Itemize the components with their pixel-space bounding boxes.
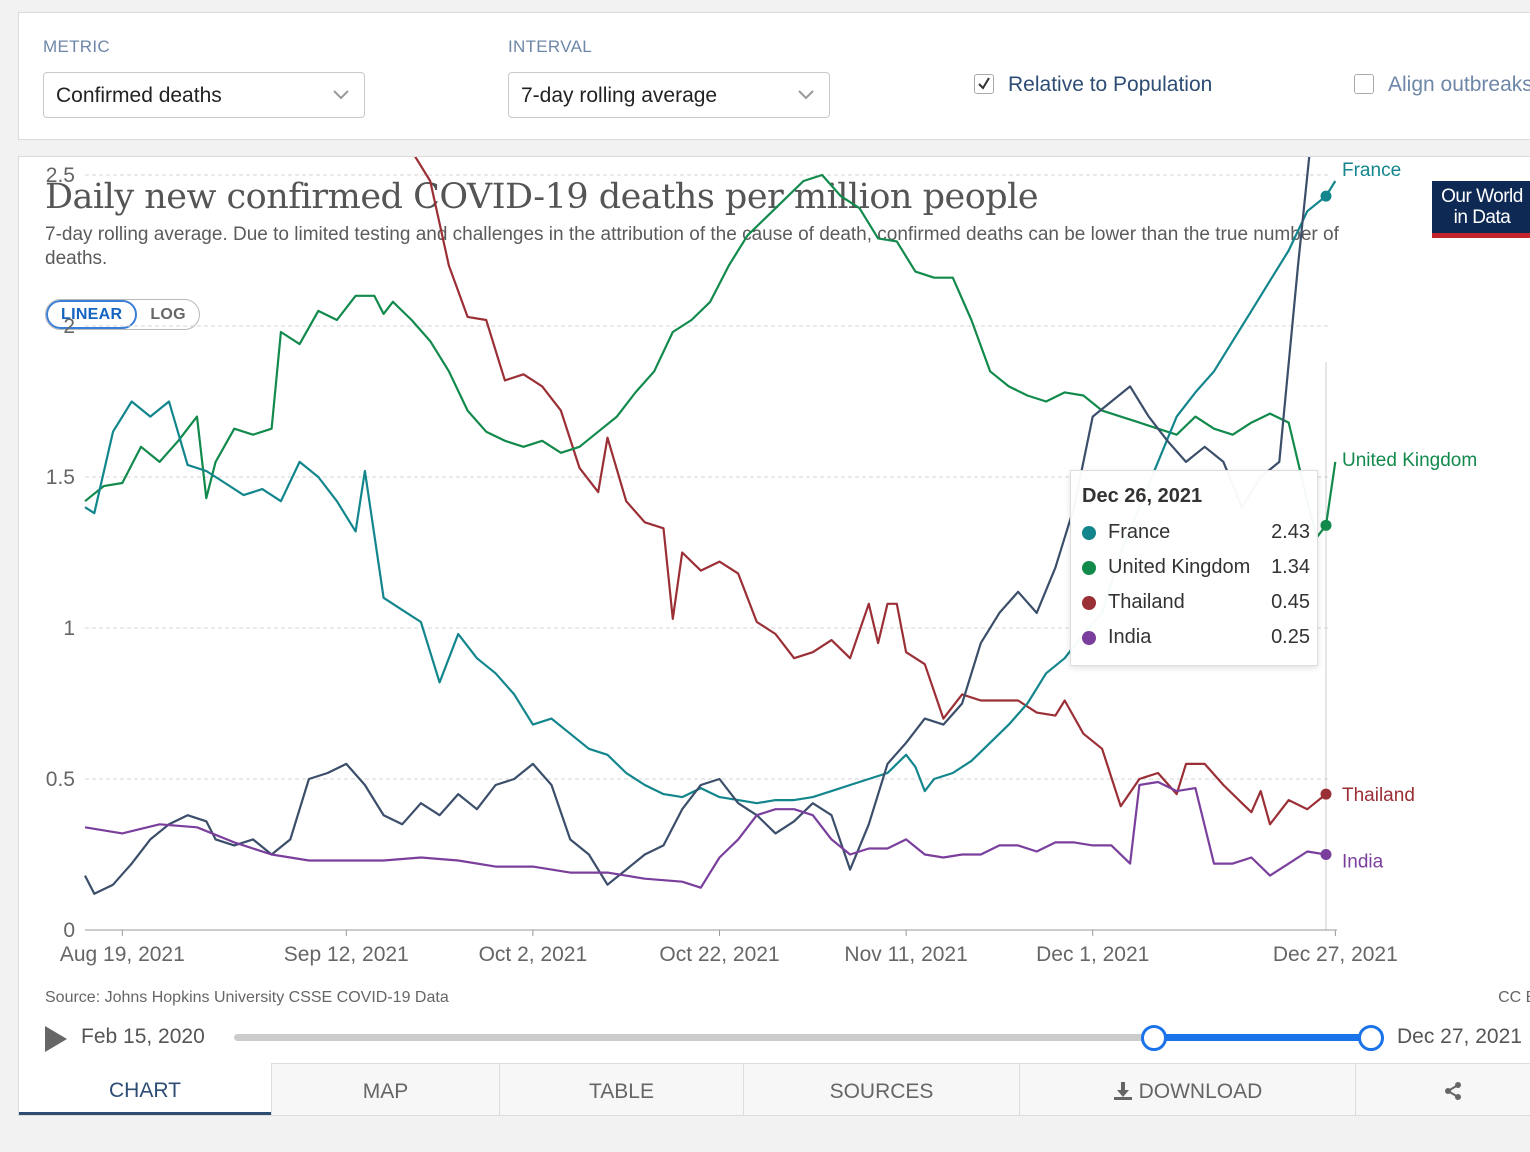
end-label-india: India <box>1342 852 1384 873</box>
x-tick-label: Dec 1, 2021 <box>1036 943 1149 966</box>
log-scale-button[interactable]: LOG <box>150 306 186 323</box>
tab-bar: CHART MAP TABLE SOURCES DOWNLOAD <box>19 1063 1530 1115</box>
chart-subtitle: 7-day rolling average. Due to limited te… <box>45 224 1339 269</box>
tooltip-row-united-kingdom: United Kingdom 1.34 <box>1082 556 1310 580</box>
y-tick-label: 1.5 <box>46 466 75 489</box>
series-layer <box>84 157 1337 895</box>
timeline-track[interactable] <box>234 1034 1374 1041</box>
hover-tooltip: Dec 26, 2021 France 2.43 United Kingdom … <box>1070 470 1318 666</box>
logo-accent-bar <box>1432 233 1530 238</box>
end-label-france: France <box>1342 160 1401 181</box>
y-tick-label: 0.5 <box>46 768 75 791</box>
hover-point-france <box>1320 190 1332 202</box>
logo-line-2: in Data <box>1453 207 1511 228</box>
checkmark-icon <box>978 77 990 90</box>
series-line-denmark <box>84 157 1311 895</box>
chevron-down-icon <box>333 90 349 100</box>
scale-toggle: LINEAR LOG <box>45 299 200 330</box>
tab-table[interactable]: TABLE <box>499 1063 743 1115</box>
x-tick-label: Aug 19, 2021 <box>60 943 185 966</box>
download-icon <box>1113 1082 1132 1100</box>
hover-point-thailand <box>1320 788 1332 800</box>
relative-to-population-label[interactable]: Relative to Population <box>1008 73 1213 96</box>
x-tick-label: Sep 12, 2021 <box>284 943 409 966</box>
metric-select[interactable]: Confirmed deaths <box>43 72 365 118</box>
tooltip-name: United Kingdom <box>1108 556 1251 578</box>
align-outbreaks-label[interactable]: Align outbreaks <box>1388 73 1530 96</box>
series-line-united-kingdom <box>84 173 1337 539</box>
y-tick-label: 2.5 <box>46 164 75 187</box>
hover-point-india <box>1320 849 1332 860</box>
tab-download[interactable]: DOWNLOAD <box>1019 1063 1355 1115</box>
united-kingdom-dot-icon <box>1082 561 1096 575</box>
share-icon <box>1444 1082 1461 1100</box>
linear-scale-button[interactable]: LINEAR <box>46 300 138 329</box>
timeline-selected-range <box>1154 1034 1371 1041</box>
logo-line-1: Our World <box>1441 186 1523 207</box>
timeline-end-label: Dec 27, 2021 <box>1397 1025 1522 1048</box>
chevron-down-icon <box>798 90 814 100</box>
series-line-india <box>84 780 1327 889</box>
tooltip-value: 0.45 <box>1271 591 1310 613</box>
interval-select-value: 7-day rolling average <box>521 84 718 107</box>
tooltip-value: 0.25 <box>1271 626 1310 648</box>
tooltip-name: India <box>1108 626 1152 648</box>
chart-card: Daily new confirmed COVID-19 deaths per … <box>18 156 1530 1116</box>
tooltip-name: Thailand <box>1108 591 1185 613</box>
metric-label: METRIC <box>43 37 110 56</box>
x-tick-label: Nov 11, 2021 <box>844 943 967 966</box>
tooltip-row-thailand: Thailand 0.45 <box>1082 591 1310 615</box>
hover-point-united-kingdom <box>1320 519 1332 531</box>
tooltip-value: 1.34 <box>1271 556 1310 578</box>
tab-map[interactable]: MAP <box>271 1063 499 1115</box>
tab-sources[interactable]: SOURCES <box>743 1063 1019 1115</box>
france-dot-icon <box>1082 526 1096 540</box>
series-line-thailand <box>414 157 1327 826</box>
india-dot-icon <box>1082 631 1096 645</box>
end-label-united-kingdom: United Kingdom <box>1342 450 1477 471</box>
chart-title: Daily new confirmed COVID-19 deaths per … <box>45 177 1039 217</box>
relative-to-population-checkbox[interactable] <box>974 74 994 94</box>
y-tick-label: 1 <box>63 617 75 640</box>
tooltip-row-france: France 2.43 <box>1082 521 1310 545</box>
x-tick-label: Dec 27, 2021 <box>1273 943 1398 966</box>
owid-logo[interactable]: Our World in Data <box>1432 181 1530 238</box>
end-label-thailand: Thailand <box>1342 785 1415 806</box>
thailand-dot-icon <box>1082 596 1096 610</box>
y-tick-label: 2 <box>63 315 75 338</box>
play-icon[interactable] <box>45 1026 67 1052</box>
tab-download-label: DOWNLOAD <box>1138 1080 1263 1103</box>
metric-select-value: Confirmed deaths <box>56 84 222 107</box>
source-link[interactable]: Source: Johns Hopkins University CSSE CO… <box>45 989 449 1006</box>
interval-label: INTERVAL <box>508 37 592 56</box>
timeline-start-label: Feb 15, 2020 <box>81 1025 205 1048</box>
tooltip-name: France <box>1108 521 1171 543</box>
tooltip-row-india: India 0.25 <box>1082 626 1310 650</box>
x-tick-label: Oct 2, 2021 <box>479 943 588 966</box>
tab-chart[interactable]: CHART <box>19 1063 271 1115</box>
tooltip-date: Dec 26, 2021 <box>1082 485 1203 507</box>
interval-select[interactable]: 7-day rolling average <box>508 72 830 118</box>
y-tick-label: 0 <box>63 919 75 942</box>
timeline-start-handle[interactable] <box>1141 1025 1167 1051</box>
tab-share[interactable] <box>1355 1063 1530 1115</box>
license-link[interactable]: CC BY <box>1498 989 1530 1006</box>
controls-panel: METRIC Confirmed deaths INTERVAL 7-day r… <box>18 12 1530 140</box>
tooltip-value: 2.43 <box>1271 521 1310 543</box>
align-outbreaks-checkbox[interactable] <box>1354 74 1374 94</box>
timeline-end-handle[interactable] <box>1358 1025 1384 1051</box>
x-tick-label: Oct 22, 2021 <box>659 943 779 966</box>
